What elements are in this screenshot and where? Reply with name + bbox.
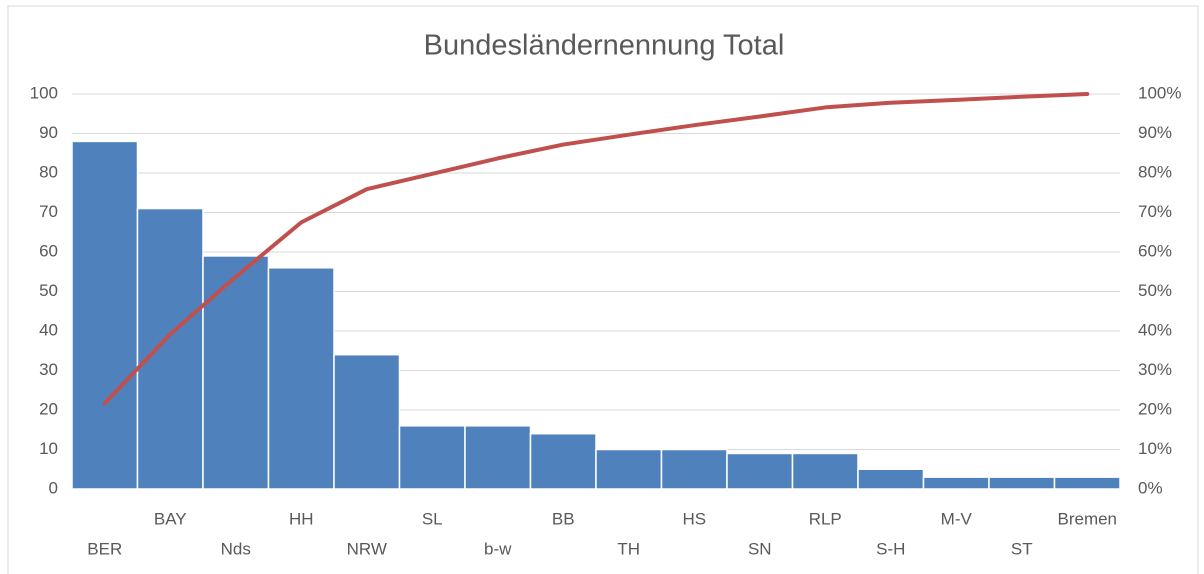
x-tick-label: ST	[1011, 539, 1033, 558]
x-tick-label: SL	[422, 509, 443, 528]
bar	[660, 448, 728, 490]
x-tick-label: HH	[289, 509, 314, 528]
bar	[398, 425, 466, 490]
y2-tick-label: 40%	[1138, 320, 1172, 339]
x-tick-label: SN	[748, 539, 772, 558]
y2-tick-label: 0%	[1138, 478, 1163, 497]
y-tick-label: 70	[39, 202, 58, 221]
x-tick-label: BER	[87, 539, 122, 558]
bar	[464, 425, 532, 490]
y-tick-label: 100	[30, 83, 58, 102]
y-tick-label: 80	[39, 162, 58, 181]
y-tick-label: 20	[39, 399, 58, 418]
bar	[857, 468, 925, 490]
x-tick-label: BB	[552, 509, 575, 528]
y-tick-label: 40	[39, 320, 58, 339]
bar	[1053, 476, 1121, 490]
bar	[202, 255, 270, 490]
x-tick-label: BAY	[154, 509, 187, 528]
y2-tick-label: 60%	[1138, 241, 1172, 260]
y-tick-label: 0	[49, 478, 58, 497]
y2-tick-label: 90%	[1138, 123, 1172, 142]
x-tick-label: NRW	[347, 539, 387, 558]
x-tick-label: TH	[617, 539, 640, 558]
bar	[988, 476, 1056, 490]
x-tick-label: Bremen	[1057, 509, 1117, 528]
x-tick-label: HS	[682, 509, 706, 528]
y2-tick-label: 100%	[1138, 83, 1181, 102]
y2-tick-label: 10%	[1138, 439, 1172, 458]
bar	[529, 432, 597, 490]
x-tick-label: Nds	[221, 539, 251, 558]
x-tick-label: b-w	[484, 539, 512, 558]
bar	[71, 140, 139, 490]
bar	[333, 353, 401, 490]
y2-tick-label: 20%	[1138, 399, 1172, 418]
chart-title: Bundesländernennung Total	[424, 30, 785, 62]
cumulative-line	[102, 92, 1090, 406]
bar	[726, 452, 794, 490]
y2-tick-label: 70%	[1138, 202, 1172, 221]
x-tick-label: S-H	[876, 539, 905, 558]
y2-tick-label: 80%	[1138, 162, 1172, 181]
bar	[267, 267, 335, 490]
y-tick-label: 10	[39, 439, 58, 458]
bar	[922, 476, 990, 490]
bar	[791, 452, 859, 490]
bar	[595, 448, 663, 490]
x-tick-label: RLP	[809, 509, 842, 528]
bar	[136, 207, 204, 490]
y2-tick-label: 50%	[1138, 281, 1172, 300]
x-tick-label: M-V	[941, 509, 973, 528]
y2-tick-label: 30%	[1138, 360, 1172, 379]
y-tick-label: 90	[39, 123, 58, 142]
y-tick-label: 60	[39, 241, 58, 260]
y-tick-label: 30	[39, 360, 58, 379]
y-tick-label: 50	[39, 281, 58, 300]
